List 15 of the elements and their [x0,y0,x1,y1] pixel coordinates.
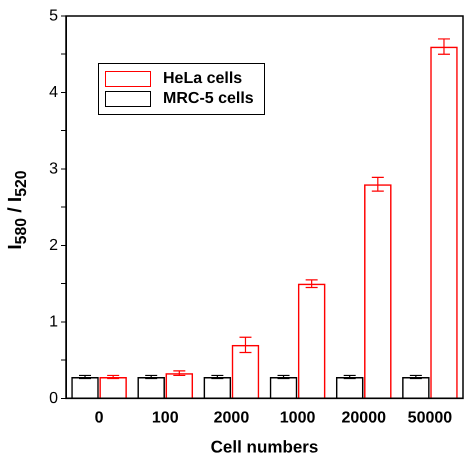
legend-label: MRC-5 cells [163,90,254,108]
x-tick-label: 100 [152,409,179,426]
x-tick-label: 0 [94,409,104,426]
x-tick-label: 50000 [408,409,452,426]
y-tick-label: 2 [49,236,58,254]
legend-label: HeLa cells [163,70,242,88]
y-tick-label: 3 [49,160,58,178]
x-tick-label: 2000 [214,409,250,426]
y-tick-label: 0 [49,390,58,407]
x-tick-label: 1000 [280,409,316,426]
y-tick-label: 1 [49,313,58,330]
x-tick-label: 20000 [342,409,386,426]
y-tick-label: 5 [49,7,58,24]
y-tick-label: 4 [49,84,58,101]
x-axis-title: Cell numbers [210,437,318,456]
